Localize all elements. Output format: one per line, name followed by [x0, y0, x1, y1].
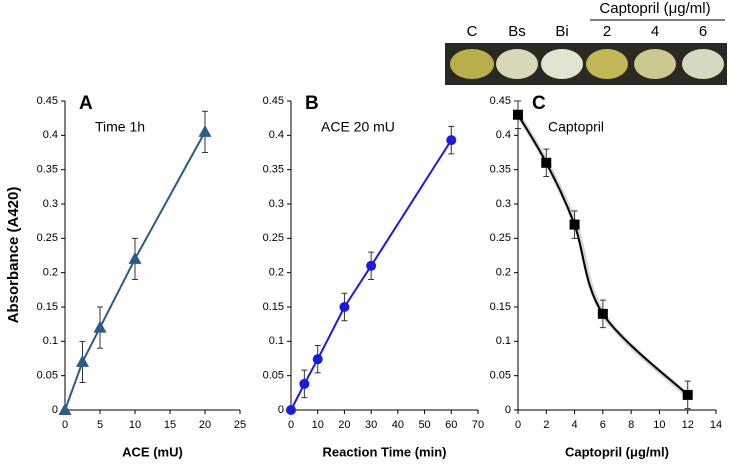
- marker: [58, 403, 72, 415]
- well-label: C: [467, 23, 478, 40]
- panel-letter: C: [532, 93, 546, 114]
- marker: [569, 219, 580, 230]
- x-tick-label: 70: [472, 419, 484, 431]
- y-tick-label: 0.45: [490, 95, 511, 107]
- x-tick-label: 0: [62, 419, 68, 431]
- marker: [198, 124, 212, 137]
- x-tick-label: 4: [572, 419, 578, 431]
- well-label: Bi: [555, 23, 568, 40]
- annotation: ACE 20 mU: [321, 119, 395, 135]
- panel: 0 0.05 0.1 0.15 0.2 0.25 0.3 0.35 0.4 0.45 0 2 4 6 8 10…: [490, 93, 723, 459]
- y-tick-label: 0.2: [496, 267, 511, 279]
- marker: [312, 354, 323, 365]
- series-line: [517, 114, 689, 396]
- y-tick-label: 0: [52, 404, 58, 416]
- well-label: 6: [699, 23, 707, 40]
- marker: [597, 308, 608, 319]
- x-tick-label: 40: [392, 419, 404, 431]
- marker: [128, 251, 142, 264]
- y-tick-label: 0.15: [490, 301, 511, 313]
- x-tick-label: 12: [682, 419, 694, 431]
- marker: [93, 320, 107, 333]
- inset-header: Captopril (μg/ml): [599, 0, 710, 17]
- x-tick-label: 0: [515, 419, 521, 431]
- marker: [366, 260, 377, 271]
- x-tick-label: 20: [338, 419, 350, 431]
- y-tick-label: 0.45: [263, 95, 284, 107]
- y-tick-label: 0.3: [269, 198, 284, 210]
- marker: [541, 157, 552, 168]
- y-tick-label: 0.4: [496, 129, 511, 141]
- x-tick-label: 10: [312, 419, 324, 431]
- well: [634, 49, 676, 79]
- annotation: Captopril: [548, 119, 604, 135]
- marker: [76, 354, 89, 367]
- x-tick-label: 10: [129, 419, 141, 431]
- y-tick-label: 0.45: [37, 95, 58, 107]
- x-tick-label: 5: [97, 419, 103, 431]
- x-tick-label: 14: [710, 419, 722, 431]
- x-tick-label: 8: [628, 419, 634, 431]
- marker: [286, 405, 296, 415]
- y-tick-label: 0.15: [263, 301, 284, 313]
- x-tick-label: 6: [600, 419, 606, 431]
- x-axis-label: Reaction Time (min): [322, 444, 446, 459]
- marker: [339, 302, 350, 312]
- x-tick-label: 0: [288, 419, 294, 431]
- x-tick-label: 2: [543, 419, 549, 431]
- x-tick-label: 25: [234, 419, 246, 431]
- well: [586, 49, 628, 79]
- annotation: Time 1h: [95, 119, 145, 135]
- well: [541, 49, 583, 79]
- y-tick-label: 0.4: [269, 129, 284, 141]
- panel-letter: B: [305, 93, 319, 114]
- well-photo: Captopril (μg/ml) C Bs Bi 2 4 6: [445, 0, 727, 85]
- y-tick-label: 0.3: [43, 198, 58, 210]
- x-tick-label: 60: [445, 419, 457, 431]
- y-axis-label: Absorbance (A420): [5, 187, 22, 324]
- y-tick-label: 0.05: [263, 370, 284, 382]
- panel: 0 0.05 0.1 0.15 0.2 0.25 0.3 0.35 0.4 0.45 0 10 20 30…: [263, 93, 485, 459]
- y-tick-label: 0.15: [37, 301, 58, 313]
- marker: [682, 389, 693, 400]
- well-label: 4: [651, 23, 659, 40]
- well: [682, 49, 724, 79]
- panel: 0 0.05 0.1 0.15 0.2 0.25 0.3 0.35 0.4 0.45 0 5 10 15 2…: [37, 93, 247, 459]
- well-label: Bs: [508, 23, 526, 40]
- marker: [299, 378, 310, 389]
- y-tick-label: 0: [505, 404, 511, 416]
- x-tick-label: 20: [199, 419, 211, 431]
- y-tick-label: 0.2: [269, 267, 284, 279]
- marker: [513, 109, 523, 120]
- y-tick-label: 0.3: [496, 198, 511, 210]
- x-axis-label: Captopril (μg/ml): [565, 444, 669, 459]
- y-tick-label: 0.35: [37, 164, 58, 176]
- panel-letter: A: [79, 93, 93, 114]
- y-tick-label: 0: [278, 404, 284, 416]
- y-tick-label: 0.1: [496, 335, 511, 347]
- y-tick-label: 0.25: [37, 232, 58, 244]
- well: [450, 49, 494, 79]
- well: [496, 49, 538, 79]
- y-tick-label: 0.25: [263, 232, 284, 244]
- x-tick-label: 30: [365, 419, 377, 431]
- x-tick-label: 10: [653, 419, 665, 431]
- well-label: 2: [603, 23, 611, 40]
- y-tick-label: 0.35: [263, 164, 284, 176]
- marker: [446, 135, 457, 146]
- y-tick-label: 0.4: [43, 129, 58, 141]
- y-tick-label: 0.05: [490, 370, 511, 382]
- y-tick-label: 0.1: [269, 335, 284, 347]
- x-tick-label: 50: [418, 419, 430, 431]
- y-tick-label: 0.1: [43, 335, 58, 347]
- y-tick-label: 0.35: [490, 164, 511, 176]
- y-tick-label: 0.25: [490, 232, 511, 244]
- x-tick-label: 15: [164, 419, 176, 431]
- x-axis-label: ACE (mU): [122, 444, 183, 459]
- y-tick-label: 0.2: [43, 267, 58, 279]
- y-tick-label: 0.05: [37, 370, 58, 382]
